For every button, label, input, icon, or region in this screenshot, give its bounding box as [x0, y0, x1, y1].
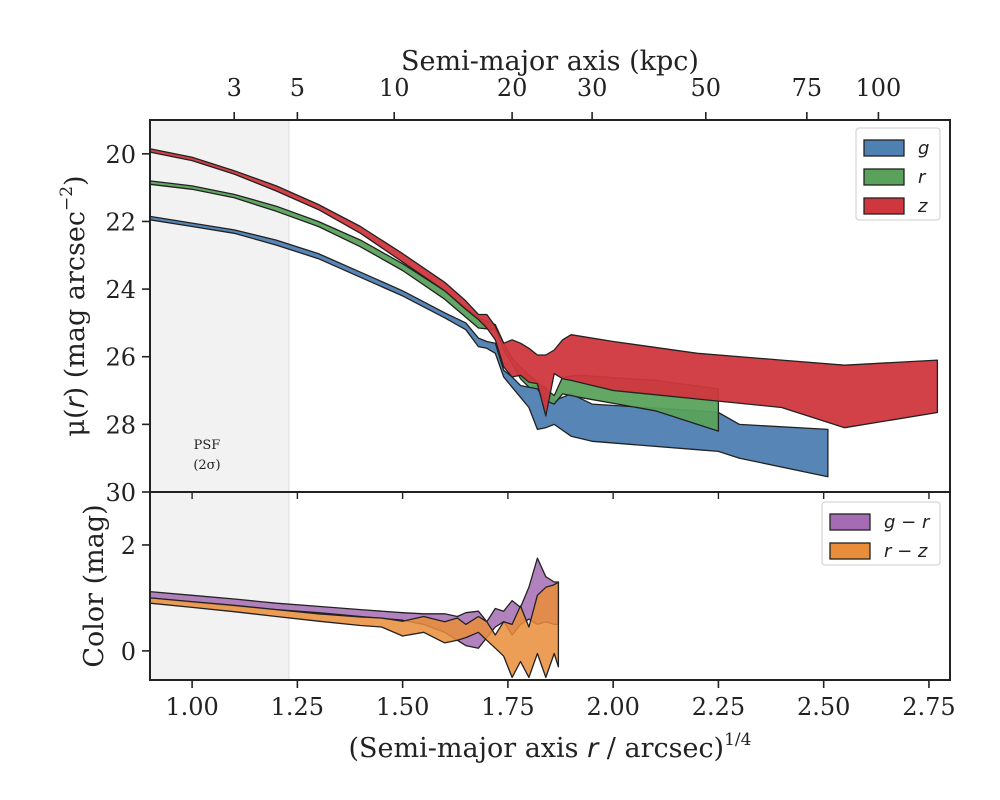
top-tick-label: 30 [577, 74, 608, 102]
profile-legend-label: g [918, 138, 929, 159]
color-y-tick-label: 2 [121, 532, 136, 560]
color-legend: g − r r − z [821, 501, 941, 566]
x-axis-label-prefix: (Semi-major axis [349, 733, 588, 764]
profile-legend-swatch [863, 197, 905, 215]
top-tick-label: 5 [290, 74, 305, 102]
color-legend-swatch [829, 542, 871, 560]
x-tick-label: 2.50 [797, 693, 850, 721]
profile-legend-swatch [863, 139, 905, 157]
color-legend-label: r − z [884, 541, 928, 562]
psf-label-sigma: (2σ) [193, 458, 220, 473]
color-band-r-z [149, 581, 560, 679]
x-axis-label: (Semi-major axis r / arcsec)1/4 [349, 730, 752, 764]
profile-band-z [149, 148, 939, 429]
y-tick-label: 20 [105, 141, 136, 169]
y-axis-label-close: ) [60, 175, 91, 186]
x-tick-label: 2.25 [692, 693, 745, 721]
x-tick-label: 2.00 [586, 693, 639, 721]
top-tick-label: 50 [691, 74, 722, 102]
top-axis-label: Semi-major axis (kpc) [401, 46, 699, 77]
psf-region-bottom [150, 492, 289, 680]
top-tick-label: 75 [792, 74, 823, 102]
profile-legend-label: r [918, 167, 927, 188]
color-series-group [149, 557, 560, 679]
x-tick-label: 1.50 [376, 693, 429, 721]
color-axes-frame [149, 491, 951, 681]
psf-region-top [150, 120, 289, 492]
x-tick-label: 1.00 [165, 693, 218, 721]
profile-series-group [149, 148, 939, 478]
y-axis-label-suffix: ) (mag arcsec [60, 211, 91, 397]
profile-legend: grz [855, 127, 941, 221]
x-axis-label-suffix: / arcsec) [598, 733, 724, 764]
x-axis-label-exponent: 1/4 [724, 730, 751, 750]
y-tick-label: 22 [105, 208, 136, 236]
color-legend-swatch [829, 513, 871, 531]
y-axis-label-exponent: −2 [57, 186, 77, 211]
y-tick-label: 28 [105, 411, 136, 439]
x-axis-label-var: r [587, 733, 600, 764]
top-tick-label: 20 [497, 74, 528, 102]
color-y-tick-label: 0 [121, 638, 136, 666]
x-tick-label: 2.75 [902, 693, 955, 721]
y-axis-label-prefix: μ( [60, 408, 91, 436]
tick-group: 1.00 1.25 1.50 1.75 2.00 2.25 2.50 2.753 5 10 20 30… [105, 74, 955, 721]
top-tick-label: 3 [227, 74, 242, 102]
x-tick-label: 1.75 [481, 693, 534, 721]
y-tick-label: 26 [105, 344, 136, 372]
y-axis-label-var: r [60, 395, 91, 408]
profile-legend-swatch [863, 168, 905, 186]
top-tick-label: 10 [379, 74, 410, 102]
color-legend-label: g − r [884, 512, 931, 533]
psf-label: PSF [194, 438, 221, 453]
profile-legend-label: z [917, 196, 928, 217]
y-tick-label: 24 [105, 276, 136, 304]
x-tick-label: 1.25 [271, 693, 324, 721]
y-tick-label: 30 [105, 479, 136, 507]
y-axis-label: μ(r) (mag arcsec−2) [57, 175, 91, 436]
top-tick-label: 100 [856, 74, 902, 102]
color-axis-label: Color (mag) [79, 504, 110, 667]
